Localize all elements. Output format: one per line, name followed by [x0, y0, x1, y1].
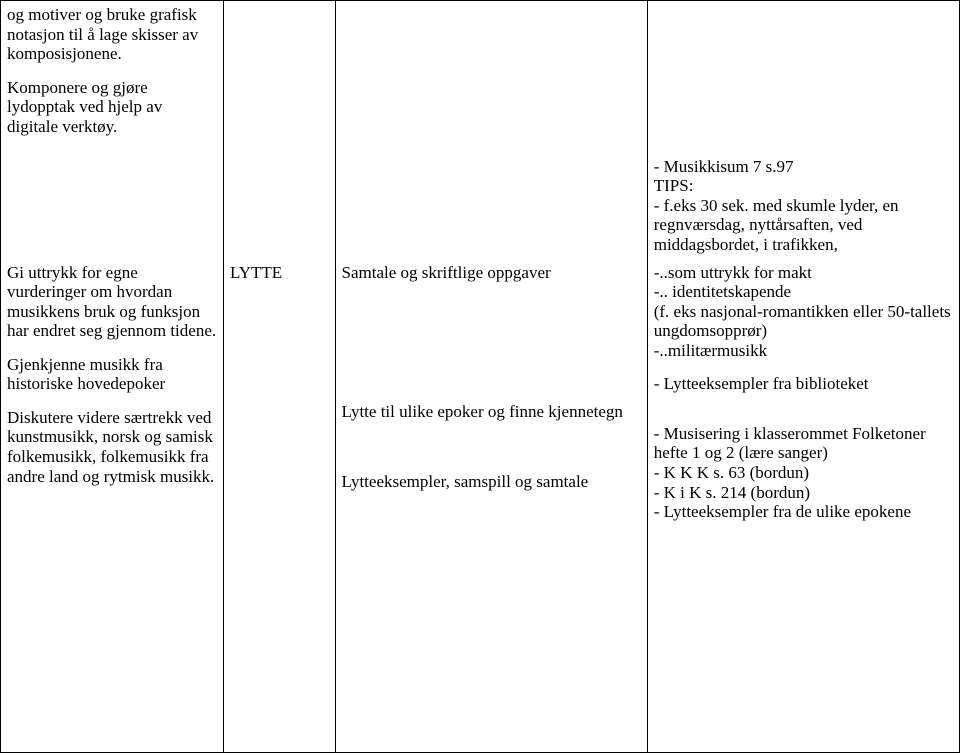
- resource-line: - Musisering i klasserommet Folketoner h…: [654, 424, 953, 463]
- resource-line: - K i K s. 214 (bordun): [654, 483, 953, 503]
- curriculum-table: og motiver og bruke grafisk notasjon til…: [0, 0, 960, 753]
- document-page: { "colors": { "page_bg": "#ffffff", "tex…: [0, 0, 960, 753]
- table-row: Gi uttrykk for egne vurderinger om hvord…: [1, 259, 960, 753]
- cell-empty: [224, 1, 336, 259]
- activity-line: Samtale og skriftlige oppgaver: [342, 263, 641, 283]
- activity-line: Lytte til ulike epoker og finne kjennete…: [342, 402, 641, 422]
- resource-line: - Lytteeksempler fra de ulike epokene: [654, 502, 953, 522]
- resource-line: -..som uttrykk for makt: [654, 263, 953, 283]
- cell-activities: Samtale og skriftlige oppgaver Lytte til…: [335, 259, 647, 753]
- cell-resources-top: - Musikkisum 7 s.97 TIPS: - f.eks 30 sek…: [647, 1, 959, 259]
- activity-line: Lytteeksempler, samspill og samtale: [342, 472, 641, 492]
- resource-line: - Musikkisum 7 s.97: [654, 157, 953, 177]
- cell-category: LYTTE: [224, 259, 336, 753]
- goal-paragraph: Diskutere videre særtrekk ved kunstmusik…: [7, 408, 217, 486]
- table-row: og motiver og bruke grafisk notasjon til…: [1, 1, 960, 259]
- goal-paragraph: Gjenkjenne musikk fra historiske hovedep…: [7, 355, 217, 394]
- cell-goals-bottom: Gi uttrykk for egne vurderinger om hvord…: [1, 259, 224, 753]
- cell-goals-top: og motiver og bruke grafisk notasjon til…: [1, 1, 224, 259]
- cell-resources-bottom: -..som uttrykk for makt -.. identitetska…: [647, 259, 959, 753]
- goal-paragraph: Komponere og gjøre lydopptak ved hjelp a…: [7, 78, 217, 137]
- category-label: LYTTE: [230, 263, 282, 282]
- cell-empty: [335, 1, 647, 259]
- goal-paragraph: og motiver og bruke grafisk notasjon til…: [7, 5, 217, 64]
- resource-line: -..militærmusikk: [654, 341, 953, 361]
- resource-line: - K K K s. 63 (bordun): [654, 463, 953, 483]
- resource-line: -.. identitetskapende: [654, 282, 953, 302]
- goal-paragraph: Gi uttrykk for egne vurderinger om hvord…: [7, 263, 217, 341]
- resource-line: - f.eks 30 sek. med skumle lyder, en reg…: [654, 196, 953, 255]
- resource-line: TIPS:: [654, 176, 953, 196]
- resource-line: - Lytteeksempler fra biblioteket: [654, 374, 953, 394]
- resource-line: (f. eks nasjonal-romantikken eller 50-ta…: [654, 302, 953, 341]
